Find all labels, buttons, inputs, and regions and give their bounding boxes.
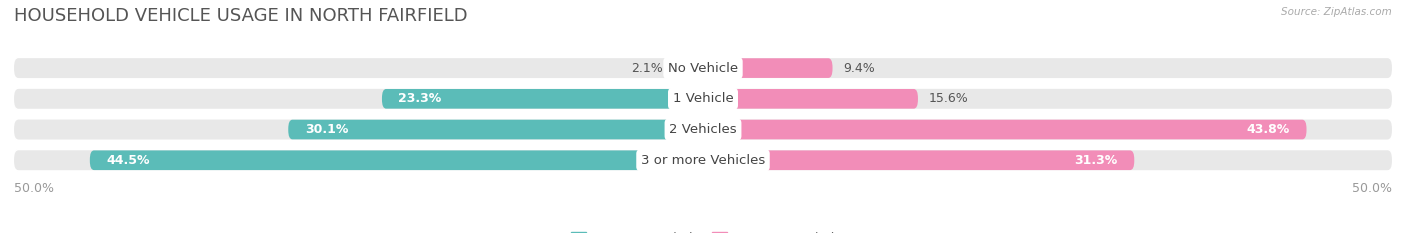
FancyBboxPatch shape: [703, 89, 918, 109]
Text: 2.1%: 2.1%: [631, 62, 664, 75]
Text: 31.3%: 31.3%: [1074, 154, 1118, 167]
FancyBboxPatch shape: [703, 58, 832, 78]
Text: 15.6%: 15.6%: [929, 92, 969, 105]
Text: 9.4%: 9.4%: [844, 62, 876, 75]
Text: HOUSEHOLD VEHICLE USAGE IN NORTH FAIRFIELD: HOUSEHOLD VEHICLE USAGE IN NORTH FAIRFIE…: [14, 7, 468, 25]
FancyBboxPatch shape: [14, 89, 1392, 109]
Text: 50.0%: 50.0%: [14, 182, 53, 195]
Text: 1 Vehicle: 1 Vehicle: [672, 92, 734, 105]
Text: Source: ZipAtlas.com: Source: ZipAtlas.com: [1281, 7, 1392, 17]
Text: 50.0%: 50.0%: [1353, 182, 1392, 195]
Text: No Vehicle: No Vehicle: [668, 62, 738, 75]
Text: 30.1%: 30.1%: [305, 123, 349, 136]
Text: 44.5%: 44.5%: [107, 154, 150, 167]
Text: 43.8%: 43.8%: [1247, 123, 1289, 136]
Text: 3 or more Vehicles: 3 or more Vehicles: [641, 154, 765, 167]
FancyBboxPatch shape: [90, 151, 703, 170]
Text: 23.3%: 23.3%: [398, 92, 441, 105]
Legend: Owner-occupied, Renter-occupied: Owner-occupied, Renter-occupied: [565, 227, 841, 233]
FancyBboxPatch shape: [703, 120, 1306, 139]
FancyBboxPatch shape: [703, 151, 1135, 170]
FancyBboxPatch shape: [14, 151, 1392, 170]
Text: 2 Vehicles: 2 Vehicles: [669, 123, 737, 136]
FancyBboxPatch shape: [14, 149, 1392, 171]
FancyBboxPatch shape: [288, 120, 703, 139]
FancyBboxPatch shape: [382, 89, 703, 109]
FancyBboxPatch shape: [14, 120, 1392, 139]
FancyBboxPatch shape: [14, 88, 1392, 110]
FancyBboxPatch shape: [14, 57, 1392, 79]
FancyBboxPatch shape: [673, 58, 703, 78]
FancyBboxPatch shape: [14, 118, 1392, 140]
FancyBboxPatch shape: [14, 58, 1392, 78]
